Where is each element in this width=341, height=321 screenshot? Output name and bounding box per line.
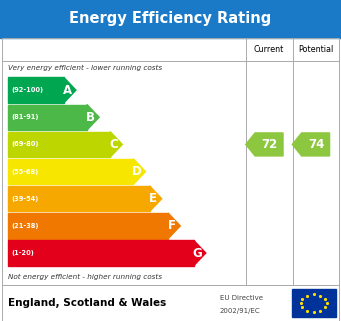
Bar [8, 132, 110, 157]
Text: 72: 72 [262, 138, 278, 151]
Text: Potential: Potential [298, 45, 333, 54]
Polygon shape [87, 105, 99, 130]
Polygon shape [110, 132, 122, 157]
Text: E: E [149, 192, 157, 205]
Bar [8, 105, 87, 130]
Text: (55-68): (55-68) [12, 169, 39, 175]
Text: (81-91): (81-91) [12, 114, 39, 120]
Bar [8, 240, 194, 266]
Text: Current: Current [254, 45, 284, 54]
Text: D: D [132, 165, 142, 178]
Bar [8, 186, 150, 212]
Bar [0, 0, 341, 38]
Text: Not energy efficient - higher running costs: Not energy efficient - higher running co… [8, 274, 162, 280]
Text: 2002/91/EC: 2002/91/EC [220, 308, 261, 314]
Text: Very energy efficient - lower running costs: Very energy efficient - lower running co… [8, 65, 162, 71]
Text: C: C [109, 138, 118, 151]
Bar [292, 289, 336, 317]
Text: G: G [192, 247, 202, 259]
Text: A: A [63, 84, 72, 97]
Polygon shape [194, 240, 206, 266]
Text: F: F [167, 219, 176, 232]
Text: Energy Efficiency Rating: Energy Efficiency Rating [69, 12, 272, 26]
Polygon shape [246, 133, 283, 156]
Polygon shape [168, 213, 180, 239]
Polygon shape [64, 77, 76, 103]
Polygon shape [150, 186, 162, 212]
Bar [8, 159, 133, 184]
Text: (39-54): (39-54) [12, 196, 39, 202]
Text: (69-80): (69-80) [12, 142, 39, 147]
Text: 74: 74 [308, 138, 324, 151]
Polygon shape [292, 133, 329, 156]
Bar [8, 77, 64, 103]
Text: England, Scotland & Wales: England, Scotland & Wales [8, 298, 166, 308]
Bar [8, 213, 168, 239]
Bar [2, 285, 339, 321]
Text: B: B [86, 111, 95, 124]
Text: (1-20): (1-20) [12, 250, 34, 256]
Polygon shape [133, 159, 146, 184]
Text: (21-38): (21-38) [12, 223, 39, 229]
Text: (92-100): (92-100) [12, 87, 44, 93]
Text: EU Directive: EU Directive [220, 295, 263, 301]
Bar [2, 38, 339, 285]
